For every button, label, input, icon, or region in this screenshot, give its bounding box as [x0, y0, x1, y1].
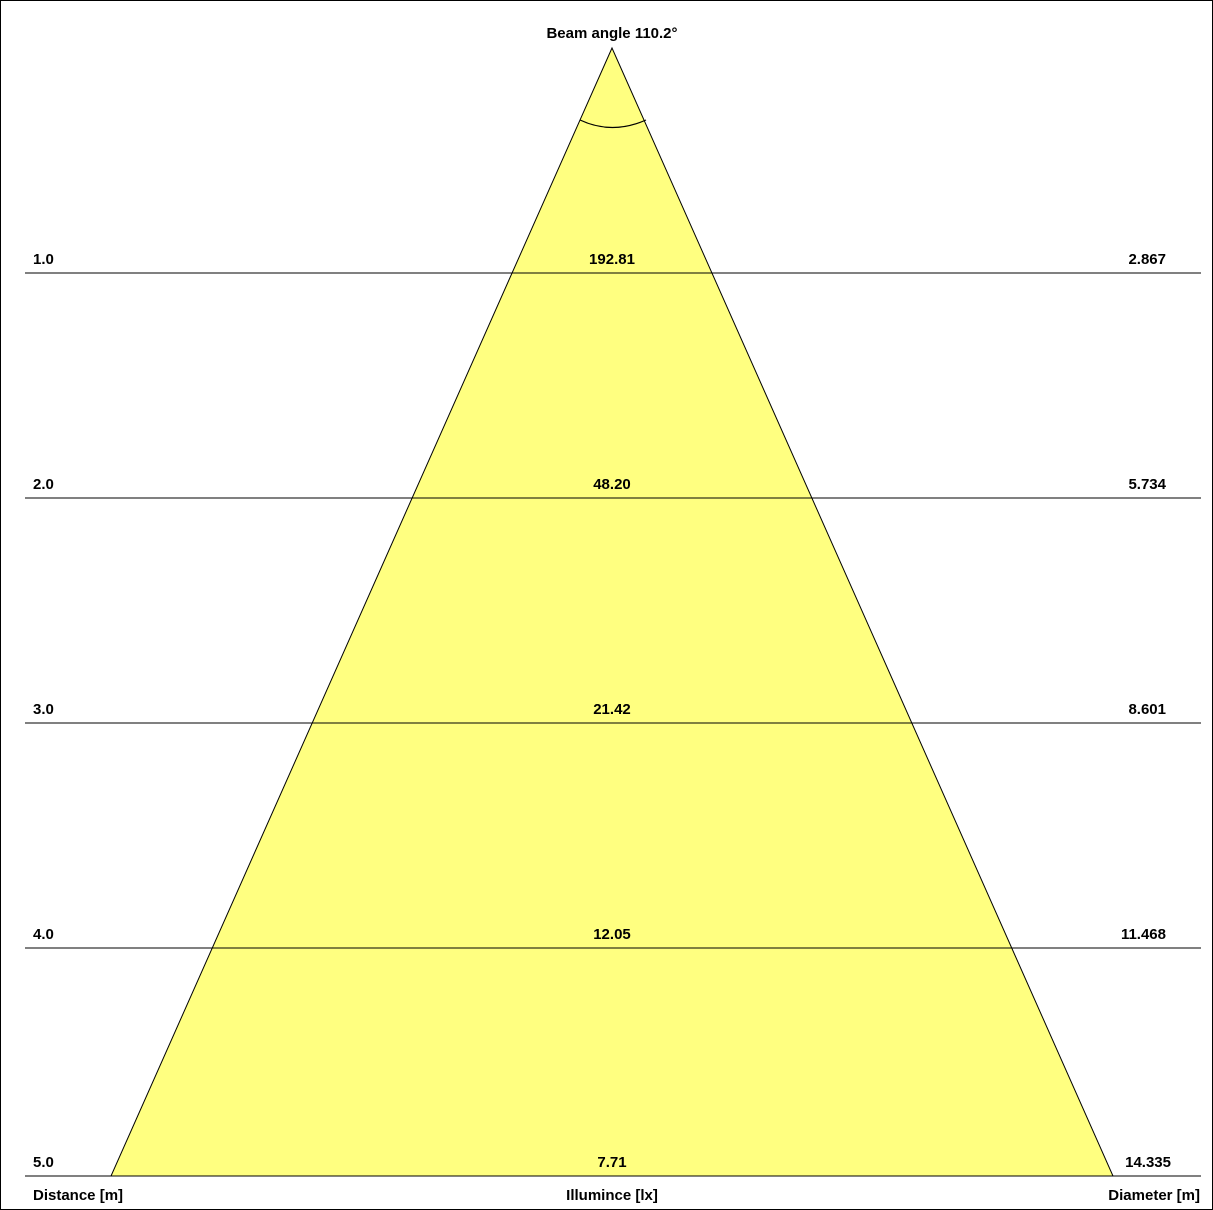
illuminance-label: 12.05: [593, 926, 631, 943]
distance-label: 3.0: [33, 701, 54, 718]
diameter-axis-label: Diameter [m]: [1108, 1187, 1200, 1204]
distance-label: 5.0: [33, 1154, 54, 1171]
light-cone: [110, 46, 1114, 1177]
diameter-label: 5.734: [1128, 476, 1166, 493]
distance-label: 1.0: [33, 251, 54, 268]
distance-label: 2.0: [33, 476, 54, 493]
illuminance-label: 21.42: [593, 701, 631, 718]
illuminance-label: 7.71: [597, 1154, 626, 1171]
distance-axis-label: Distance [m]: [33, 1187, 123, 1204]
distance-label: 4.0: [33, 926, 54, 943]
illuminance-axis-label: Illumince [lx]: [566, 1187, 658, 1204]
diameter-label: 8.601: [1128, 701, 1166, 718]
diameter-label: 14.335: [1125, 1154, 1171, 1171]
illuminance-label: 192.81: [589, 251, 635, 268]
illuminance-label: 48.20: [593, 476, 631, 493]
diameter-label: 11.468: [1121, 926, 1166, 943]
diameter-label: 2.867: [1128, 251, 1166, 268]
beam-angle-label: Beam angle 110.2°: [546, 25, 677, 42]
beam-angle-arc: [579, 119, 647, 129]
